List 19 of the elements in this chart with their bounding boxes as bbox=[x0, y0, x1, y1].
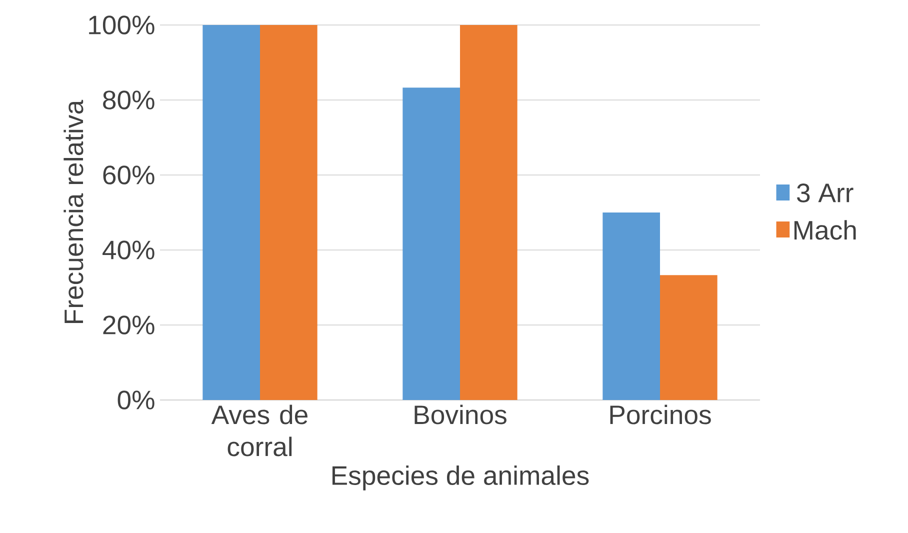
bar bbox=[202, 25, 260, 400]
y-tick-label: 80% bbox=[103, 90, 154, 110]
bar bbox=[460, 25, 518, 400]
bar bbox=[602, 212, 660, 400]
y-tick-label: 60% bbox=[103, 166, 154, 184]
bar bbox=[402, 88, 460, 400]
bar bbox=[260, 25, 318, 400]
y-tick-label: 0% bbox=[118, 390, 154, 410]
legend-label: 3 Arr bbox=[797, 184, 854, 202]
legend-label: Mach bbox=[794, 220, 856, 240]
x-tick-label: Bovinos bbox=[414, 404, 506, 424]
bar bbox=[660, 275, 718, 400]
x-tick-label: Aves de corral bbox=[211, 404, 308, 456]
y-tick-label: 100% bbox=[89, 16, 154, 34]
x-tick-label: Porcinos bbox=[610, 404, 711, 424]
y-tick-label: 20% bbox=[103, 316, 154, 334]
y-tick-label: 40% bbox=[102, 240, 154, 260]
x-axis-title: Especies de animales bbox=[332, 465, 589, 490]
y-axis-title: Frecuencia relativa bbox=[64, 100, 84, 323]
